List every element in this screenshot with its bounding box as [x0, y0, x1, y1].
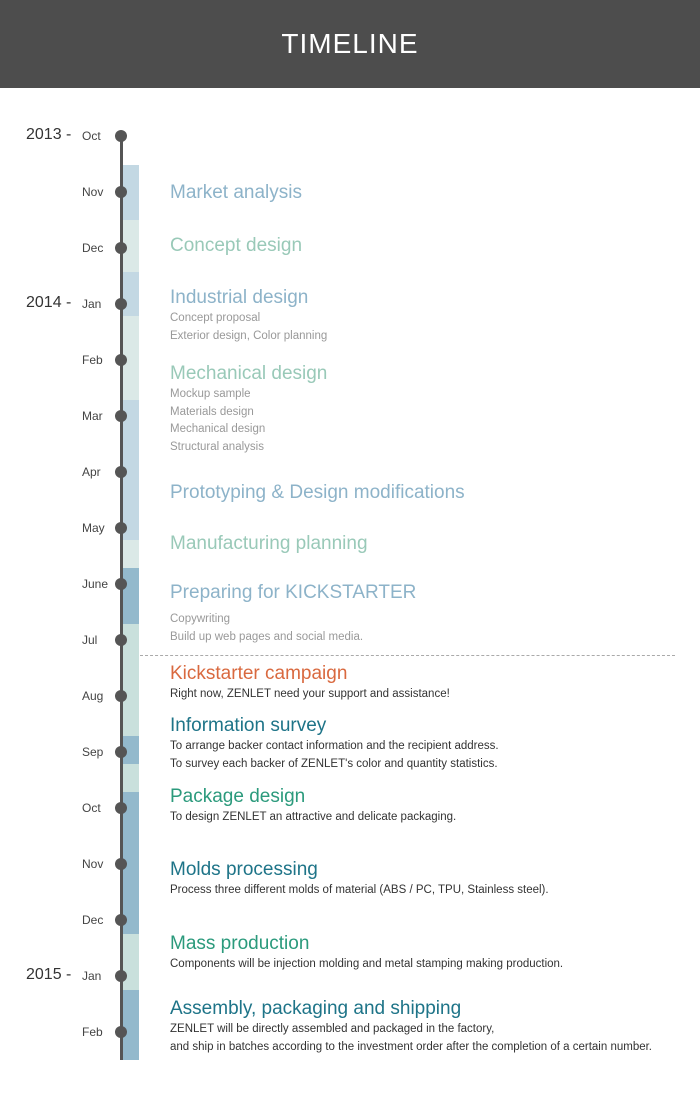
timeline-band: [123, 316, 139, 400]
month-marker-dot: [115, 746, 127, 758]
month-label: Jan: [82, 297, 102, 311]
month-marker-dot: [115, 466, 127, 478]
month-label: Nov: [82, 857, 104, 871]
event-detail: Copywriting: [170, 613, 231, 625]
month-label: Feb: [82, 1025, 103, 1039]
timeline-event: Assembly, packaging and shipping ZENLET w…: [170, 997, 690, 1056]
event-detail: To arrange backer contact information an…: [170, 740, 499, 752]
event-title: Concept design: [170, 235, 303, 256]
month-marker-dot: [115, 858, 127, 870]
event-detail: ZENLET will be directly assembled and pa…: [170, 1023, 495, 1035]
timeline-band: [123, 272, 139, 316]
event-title: Prototyping & Design modifications: [170, 482, 465, 503]
timeline-event: Information survey To arrange backer cont…: [170, 714, 690, 773]
timeline-event: Molds processing Process three different …: [170, 858, 690, 900]
year-label: 2015 -: [26, 966, 72, 983]
timeline-event: Mechanical design Mockup sample Materials …: [170, 362, 690, 456]
month-marker-dot: [115, 354, 127, 366]
timeline-event: Industrial design Concept proposal Exterio…: [170, 286, 690, 345]
month-marker-dot: [115, 802, 127, 814]
month-label: Oct: [82, 801, 101, 815]
timeline-band: [123, 624, 139, 736]
timeline-event: Prototyping & Design modifications: [170, 481, 690, 505]
event-detail: Right now, ZENLET need your support and …: [170, 688, 450, 700]
page-title: TIMELINE: [281, 28, 419, 59]
event-title: Package design: [170, 786, 306, 807]
month-label: Dec: [82, 913, 104, 927]
month-marker-dot: [115, 1026, 127, 1038]
timeline-band: [123, 736, 139, 764]
event-detail: To survey each backer of ZENLET's color …: [170, 757, 498, 770]
month-marker-dot: [115, 914, 127, 926]
timeline-band: [123, 540, 139, 568]
month-label: Nov: [82, 185, 104, 199]
timeline-band: [123, 934, 139, 990]
event-detail: Structural analysis: [170, 440, 264, 453]
event-detail: Mechanical design: [170, 423, 266, 435]
timeline-event: Kickstarter campaign Right now, ZENLET ne…: [170, 662, 690, 704]
month-label: Apr: [82, 465, 101, 479]
timeline-band: [123, 792, 139, 934]
timeline-event: Manufacturing planning: [170, 532, 690, 556]
month-label: Aug: [82, 689, 104, 703]
timeline-band: [123, 220, 139, 272]
month-marker-dot: [115, 410, 127, 422]
event-title: Market analysis: [170, 182, 302, 203]
event-title: Assembly, packaging and shipping: [170, 998, 462, 1019]
timeline-axis: [120, 135, 123, 1060]
progress-divider: [140, 655, 675, 656]
event-title: Information survey: [170, 715, 327, 736]
event-title: Preparing for KICKSTARTER: [170, 582, 417, 603]
timeline-band: [123, 764, 139, 792]
month-marker-dot: [115, 690, 127, 702]
month-marker-dot: [115, 578, 127, 590]
event-detail: Components will be injection molding and…: [170, 958, 564, 970]
event-title: Mechanical design: [170, 363, 328, 384]
month-marker-dot: [115, 186, 127, 198]
event-title: Mass production: [170, 933, 310, 954]
month-label: Jul: [82, 633, 98, 647]
month-label: Sep: [82, 745, 104, 759]
month-label: Oct: [82, 129, 101, 143]
timeline-band: [123, 165, 139, 220]
month-label: Mar: [82, 409, 103, 423]
timeline-event: Concept design: [170, 234, 690, 258]
month-label: Feb: [82, 353, 103, 367]
timeline-event: Preparing for KICKSTARTER Copywriting Buil…: [170, 581, 690, 646]
timeline-event: Mass production Components will be inject…: [170, 932, 690, 974]
month-label: June: [82, 577, 109, 591]
event-detail: and ship in batches according to the inv…: [170, 1040, 653, 1053]
month-label: Dec: [82, 241, 104, 255]
event-detail: To design ZENLET an attractive and delic…: [170, 811, 457, 823]
timeline-event: Market analysis: [170, 181, 690, 205]
event-detail: Concept proposal: [170, 312, 261, 324]
page-header: TIMELINE: [0, 0, 700, 88]
month-marker-dot: [115, 130, 127, 142]
event-title: Industrial design: [170, 287, 309, 308]
timeline-event: Package design To design ZENLET an attrac…: [170, 785, 690, 827]
event-detail: Process three different molds of materia…: [170, 884, 549, 896]
month-marker-dot: [115, 970, 127, 982]
event-title: Molds processing: [170, 859, 318, 880]
month-label: May: [82, 521, 105, 535]
timeline-band: [123, 990, 139, 1060]
month-marker-dot: [115, 522, 127, 534]
event-detail: Mockup sample: [170, 388, 251, 400]
timeline-band: [123, 400, 139, 540]
month-marker-dot: [115, 634, 127, 646]
event-title: Kickstarter campaign: [170, 663, 348, 684]
year-label: 2013 -: [26, 126, 72, 143]
month-marker-dot: [115, 242, 127, 254]
event-detail: Build up web pages and social media.: [170, 630, 364, 643]
month-marker-dot: [115, 298, 127, 310]
year-label: 2014 -: [26, 294, 72, 311]
event-detail: Exterior design, Color planning: [170, 329, 328, 342]
timeline-band: [123, 568, 139, 624]
event-detail: Materials design: [170, 405, 254, 418]
event-title: Manufacturing planning: [170, 533, 368, 554]
month-label: Jan: [82, 969, 102, 983]
